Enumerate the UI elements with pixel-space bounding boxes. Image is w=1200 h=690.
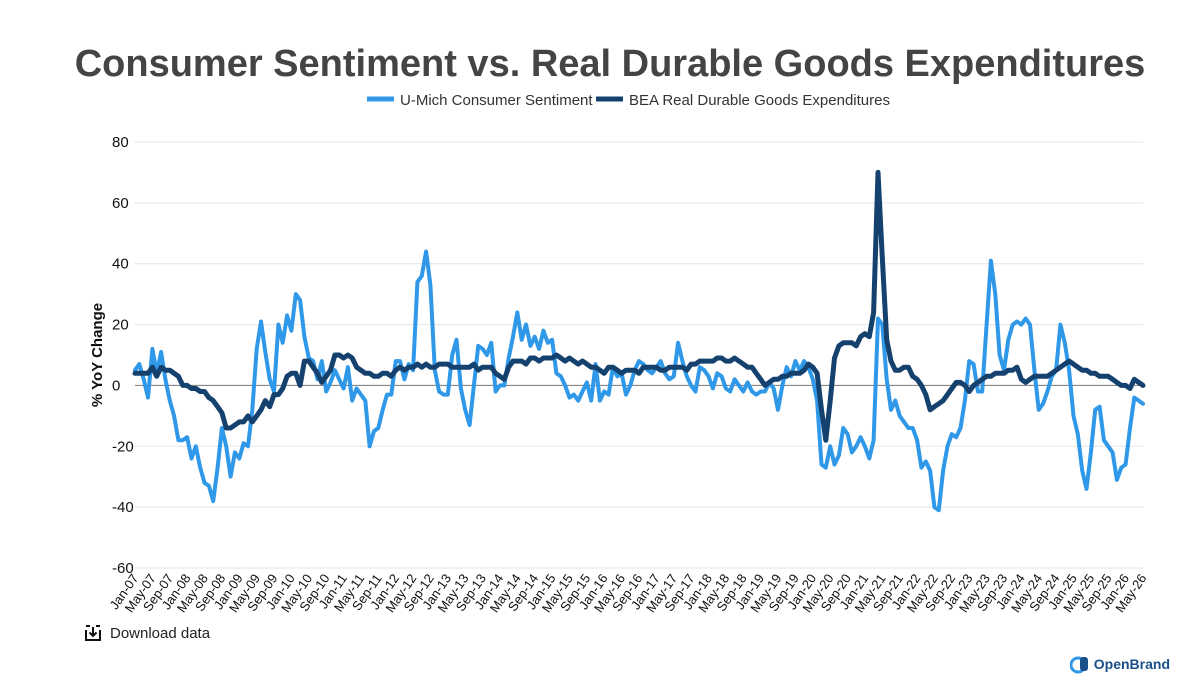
series-line-bea bbox=[132, 169, 1146, 443]
series-layer bbox=[132, 169, 1146, 513]
y-tick-label: 80 bbox=[112, 134, 129, 151]
brand-name: OpenBrand bbox=[1093, 656, 1170, 672]
legend-label-umich: U-Mich Consumer Sentiment bbox=[400, 92, 593, 109]
brand-logo: OpenBrand bbox=[1069, 654, 1170, 674]
y-tick-label: 20 bbox=[112, 317, 129, 334]
y-tick-label: 0 bbox=[112, 377, 120, 394]
download-data-label: Download data bbox=[110, 624, 211, 642]
chart-title: Consumer Sentiment vs. Real Durable Good… bbox=[75, 43, 1146, 85]
download-icon bbox=[85, 625, 101, 641]
series-line-umich bbox=[133, 249, 1145, 513]
y-tick-label: -60 bbox=[112, 560, 134, 577]
openbrand-logo-icon bbox=[1069, 656, 1088, 674]
y-tick-label: -40 bbox=[112, 499, 134, 516]
y-tick-label: 40 bbox=[112, 256, 129, 273]
y-tick-label: -20 bbox=[112, 438, 134, 455]
legend-label-bea: BEA Real Durable Goods Expenditures bbox=[629, 92, 890, 109]
legend: U-Mich Consumer Sentiment BEA Real Durab… bbox=[367, 92, 890, 109]
download-data-button[interactable]: Download data bbox=[84, 624, 210, 642]
y-tick-labels: 80 60 40 20 0 -20 -40 -60 bbox=[112, 134, 134, 577]
y-axis-label: % YoY Change bbox=[89, 303, 106, 407]
x-tick-labels: Jan-07May-07Sep-07Jan-08May-08Sep-08Jan-… bbox=[106, 571, 1149, 615]
gridlines bbox=[135, 141, 1143, 569]
y-tick-label: 60 bbox=[112, 195, 129, 212]
